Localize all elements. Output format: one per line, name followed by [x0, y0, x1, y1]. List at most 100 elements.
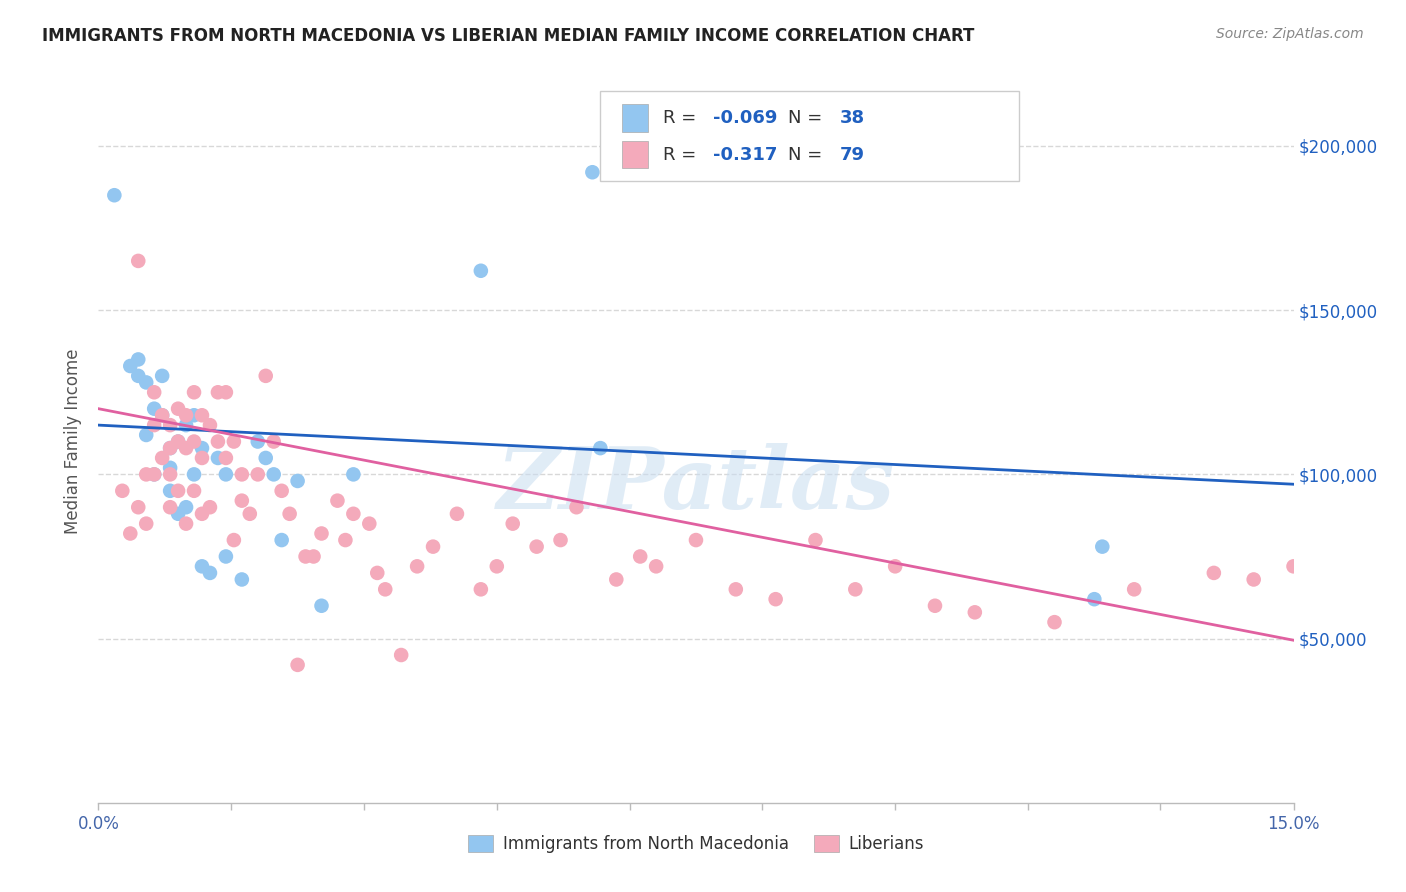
Point: [135, 467, 157, 482]
Text: -0.317: -0.317: [713, 145, 778, 163]
Point: [183, 483, 205, 498]
Text: Source: ZipAtlas.com: Source: ZipAtlas.com: [1216, 27, 1364, 41]
Text: 79: 79: [839, 145, 865, 163]
Point: [183, 434, 205, 449]
Point: [335, 533, 357, 547]
Point: [581, 165, 603, 179]
Point: [207, 385, 229, 400]
Point: [174, 418, 197, 433]
Point: [1202, 566, 1225, 580]
Point: [191, 507, 214, 521]
Point: [143, 467, 166, 482]
Point: [150, 450, 173, 465]
Point: [374, 582, 396, 597]
Text: ZIPatlas: ZIPatlas: [496, 443, 896, 526]
Point: [287, 474, 309, 488]
Point: [103, 188, 125, 202]
FancyBboxPatch shape: [600, 91, 1019, 181]
Point: [565, 500, 588, 515]
Point: [231, 467, 253, 482]
Point: [127, 253, 149, 268]
Point: [685, 533, 707, 547]
Point: [1243, 573, 1265, 587]
Point: [207, 434, 229, 449]
Point: [406, 559, 429, 574]
Point: [470, 582, 492, 597]
Point: [724, 582, 747, 597]
Point: [294, 549, 316, 564]
Point: [311, 526, 333, 541]
Point: [924, 599, 946, 613]
Point: [174, 516, 197, 531]
Point: [174, 441, 197, 455]
Point: [159, 467, 181, 482]
Point: [127, 500, 149, 515]
Point: [135, 376, 157, 390]
Point: [605, 573, 627, 587]
Point: [1091, 540, 1114, 554]
Point: [446, 507, 468, 521]
Point: [159, 441, 181, 455]
Point: [645, 559, 668, 574]
Point: [263, 434, 285, 449]
Point: [254, 450, 277, 465]
Point: [159, 460, 181, 475]
Point: [167, 401, 190, 416]
Point: [550, 533, 572, 547]
Point: [150, 409, 173, 423]
Point: [246, 434, 269, 449]
Point: [183, 385, 205, 400]
Point: [191, 559, 214, 574]
Point: [1083, 592, 1105, 607]
Point: [1282, 559, 1305, 574]
Point: [804, 533, 827, 547]
Point: [470, 264, 492, 278]
Text: N =: N =: [787, 145, 828, 163]
Point: [150, 368, 173, 383]
Point: [159, 418, 181, 433]
Point: [302, 549, 325, 564]
Point: [287, 657, 309, 672]
Point: [844, 582, 866, 597]
Point: [174, 409, 197, 423]
Point: [207, 450, 229, 465]
Point: [143, 467, 166, 482]
Point: [143, 418, 166, 433]
Point: [366, 566, 388, 580]
Point: [159, 483, 181, 498]
Point: [143, 401, 166, 416]
Text: R =: R =: [662, 109, 702, 127]
Point: [326, 493, 349, 508]
Point: [183, 467, 205, 482]
Point: [120, 359, 142, 373]
Point: [127, 368, 149, 383]
Point: [485, 559, 508, 574]
Text: -0.069: -0.069: [713, 109, 778, 127]
Point: [1123, 582, 1146, 597]
Point: [135, 428, 157, 442]
Point: [270, 533, 292, 547]
Point: [502, 516, 524, 531]
Point: [120, 526, 142, 541]
Point: [1043, 615, 1066, 630]
Point: [246, 467, 269, 482]
Point: [628, 549, 651, 564]
Point: [191, 450, 214, 465]
Point: [270, 483, 292, 498]
Point: [150, 409, 173, 423]
Text: R =: R =: [662, 145, 702, 163]
Point: [215, 549, 238, 564]
Bar: [621, 104, 648, 132]
Text: IMMIGRANTS FROM NORTH MACEDONIA VS LIBERIAN MEDIAN FAMILY INCOME CORRELATION CHA: IMMIGRANTS FROM NORTH MACEDONIA VS LIBER…: [42, 27, 974, 45]
Text: 38: 38: [839, 109, 865, 127]
Point: [167, 434, 190, 449]
Point: [111, 483, 134, 498]
Point: [278, 507, 301, 521]
Point: [215, 450, 238, 465]
Point: [263, 467, 285, 482]
Point: [422, 540, 444, 554]
Point: [215, 385, 238, 400]
Point: [311, 599, 333, 613]
Point: [254, 368, 277, 383]
Point: [215, 467, 238, 482]
